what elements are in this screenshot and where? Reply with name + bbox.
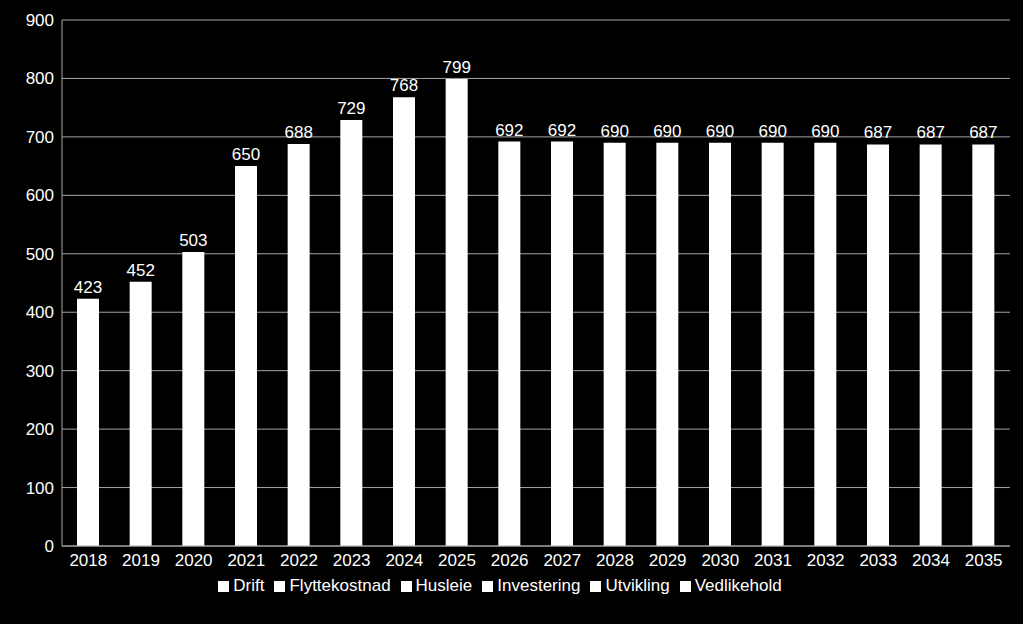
svg-text:0: 0 bbox=[45, 537, 54, 556]
svg-text:500: 500 bbox=[26, 245, 54, 264]
svg-text:400: 400 bbox=[26, 303, 54, 322]
svg-text:690: 690 bbox=[706, 122, 734, 141]
html-text:Investering: Investering bbox=[497, 576, 581, 595]
svg-text:687: 687 bbox=[864, 123, 892, 142]
svg-text:2032: 2032 bbox=[807, 551, 845, 570]
svg-text:2029: 2029 bbox=[649, 551, 687, 570]
svg-text:600: 600 bbox=[26, 186, 54, 205]
svg-text:687: 687 bbox=[969, 123, 997, 142]
svg-text:423: 423 bbox=[74, 278, 102, 297]
html-text:Vedlikehold: Vedlikehold bbox=[694, 576, 782, 595]
svg-text:452: 452 bbox=[126, 261, 154, 280]
svg-text:2030: 2030 bbox=[701, 551, 739, 570]
svg-text:687: 687 bbox=[916, 123, 944, 142]
svg-text:2018: 2018 bbox=[69, 551, 107, 570]
svg-text:729: 729 bbox=[337, 99, 365, 118]
html-text:Flyttekostnad: Flyttekostnad bbox=[289, 576, 391, 595]
svg-text:800: 800 bbox=[26, 69, 54, 88]
svg-text:900: 900 bbox=[26, 11, 54, 30]
svg-text:690: 690 bbox=[600, 122, 628, 141]
html-text:Drift: Drift bbox=[233, 576, 265, 595]
svg-text:692: 692 bbox=[548, 121, 576, 140]
svg-text:690: 690 bbox=[811, 122, 839, 141]
svg-text:2027: 2027 bbox=[543, 551, 581, 570]
svg-text:2031: 2031 bbox=[754, 551, 792, 570]
svg-text:2021: 2021 bbox=[227, 551, 265, 570]
svg-text:650: 650 bbox=[232, 145, 260, 164]
svg-text:2026: 2026 bbox=[491, 551, 529, 570]
svg-text:200: 200 bbox=[26, 420, 54, 439]
svg-text:2033: 2033 bbox=[859, 551, 897, 570]
svg-text:100: 100 bbox=[26, 479, 54, 498]
svg-text:2022: 2022 bbox=[280, 551, 318, 570]
svg-text:300: 300 bbox=[26, 362, 54, 381]
html-text:Husleie: Husleie bbox=[415, 576, 473, 595]
svg-text:503: 503 bbox=[179, 231, 207, 250]
svg-text:2028: 2028 bbox=[596, 551, 634, 570]
svg-text:700: 700 bbox=[26, 128, 54, 147]
html-text:Utvikling: Utvikling bbox=[605, 576, 670, 595]
svg-text:2024: 2024 bbox=[385, 551, 423, 570]
svg-text:2019: 2019 bbox=[122, 551, 160, 570]
svg-text:690: 690 bbox=[758, 122, 786, 141]
svg-text:2025: 2025 bbox=[438, 551, 476, 570]
svg-text:768: 768 bbox=[390, 76, 418, 95]
svg-text:2035: 2035 bbox=[965, 551, 1003, 570]
svg-text:692: 692 bbox=[495, 121, 523, 140]
svg-text:2023: 2023 bbox=[333, 551, 371, 570]
svg-text:690: 690 bbox=[653, 122, 681, 141]
svg-text:688: 688 bbox=[284, 123, 312, 142]
svg-text:2020: 2020 bbox=[175, 551, 213, 570]
svg-text:2034: 2034 bbox=[912, 551, 950, 570]
svg-text:799: 799 bbox=[442, 58, 470, 77]
